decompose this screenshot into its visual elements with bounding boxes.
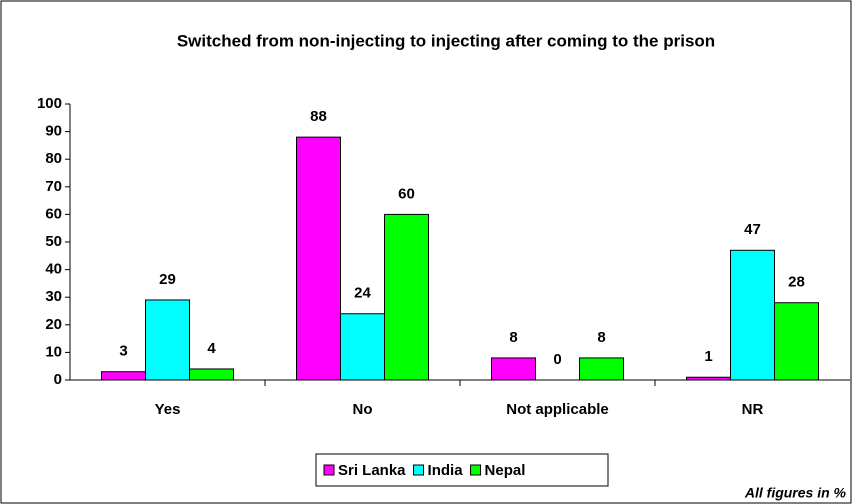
legend-box [315, 453, 609, 487]
bar [296, 136, 341, 381]
bar [730, 249, 775, 381]
data-label: 47 [744, 221, 761, 238]
y-tick-label: 20 [45, 316, 62, 333]
bar [189, 368, 234, 381]
data-label: 1 [704, 348, 712, 365]
bar [491, 357, 536, 381]
y-tick-label: 50 [45, 233, 62, 250]
data-label: 8 [509, 329, 517, 346]
data-label: 24 [354, 285, 371, 302]
data-label: 29 [159, 271, 176, 288]
y-tick-label: 60 [45, 205, 62, 222]
y-tick-label: 90 [45, 123, 62, 140]
data-label: 0 [553, 351, 561, 368]
bar [579, 357, 624, 381]
x-tick-label: No [353, 401, 373, 418]
y-tick-label: 40 [45, 261, 62, 278]
bar [101, 371, 146, 381]
data-label: 28 [788, 274, 805, 291]
chart-title: Switched from non-injecting to injecting… [177, 31, 715, 50]
legend-swatch [323, 464, 335, 476]
legend-label: India [428, 462, 464, 479]
x-tick-label: Not applicable [506, 401, 609, 418]
data-label: 88 [310, 108, 327, 125]
y-tick-label: 100 [37, 95, 62, 112]
legend-swatch [413, 464, 425, 476]
bar [686, 376, 731, 381]
x-tick-label: Yes [155, 401, 181, 418]
bar [340, 313, 385, 381]
legend-label: Nepal [485, 462, 526, 479]
y-tick-label: 70 [45, 178, 62, 195]
y-tick-label: 10 [45, 343, 62, 360]
y-tick-label: 30 [45, 288, 62, 305]
data-label: 60 [398, 185, 415, 202]
x-tick-label: NR [742, 401, 764, 418]
data-label: 4 [207, 340, 216, 357]
bar [384, 213, 429, 381]
y-tick-label: 80 [45, 150, 62, 167]
bar [774, 302, 819, 381]
y-tick-label: 0 [54, 371, 62, 388]
data-label: 3 [119, 343, 127, 360]
legend-label: Sri Lanka [338, 462, 406, 479]
bar [145, 299, 190, 381]
data-label: 8 [597, 329, 605, 346]
annotation: All figures in % [744, 485, 847, 501]
legend-swatch [470, 464, 482, 476]
